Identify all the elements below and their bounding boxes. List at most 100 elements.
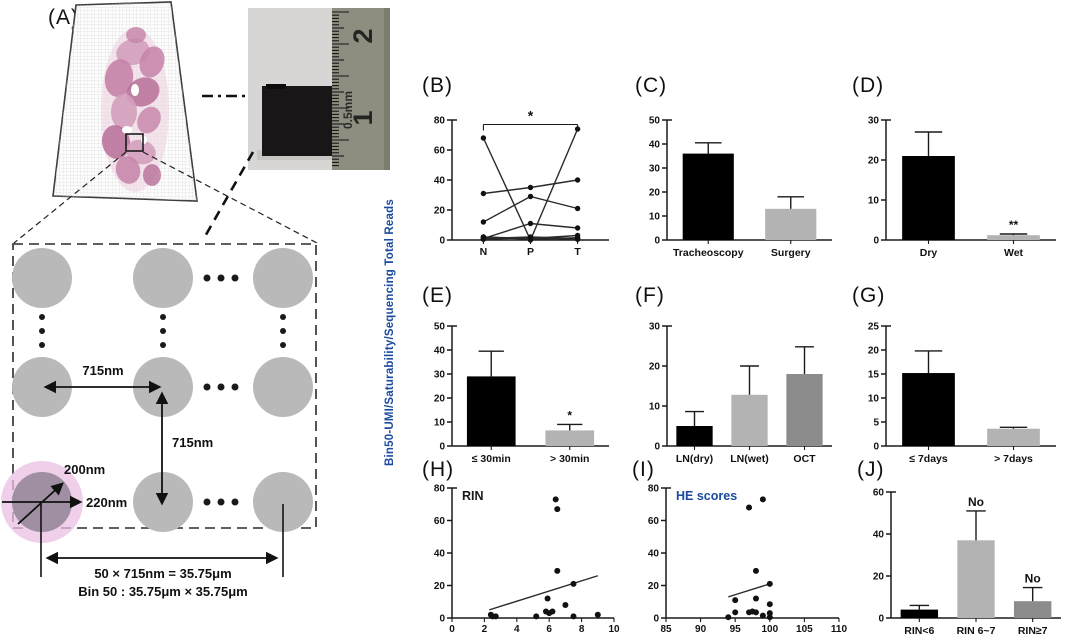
trend-line	[728, 583, 771, 598]
panel-e: (E) 0 10 20 30 40 50 ≤ 30min > 30min *	[420, 284, 625, 486]
chart-B: 0 20 40 60 80 N P T *	[434, 108, 609, 258]
svg-text:0: 0	[878, 614, 884, 625]
spot	[133, 357, 193, 417]
svg-text:T: T	[574, 246, 581, 258]
svg-text:40: 40	[434, 176, 446, 187]
data-point	[752, 567, 759, 574]
svg-text:60: 60	[434, 516, 446, 527]
svg-text:20: 20	[649, 362, 661, 373]
panel-h: (H) 0 20 40 60 80 0 2 4 6 8 10 RIN	[420, 458, 630, 639]
chart-E: 0 10 20 30 40 50 ≤ 30min > 30min *	[434, 322, 609, 465]
svg-text:105: 105	[796, 624, 813, 635]
data-point	[544, 595, 551, 602]
panel-d-label: (D)	[852, 74, 885, 97]
svg-text:6: 6	[546, 624, 552, 635]
chart-F: 0 10 20 30 LN(dry) LN(wet) OCT	[649, 322, 832, 465]
svg-text:8: 8	[579, 624, 585, 635]
bin-size-line2: Bin 50 : 35.75μm × 35.75μm	[78, 584, 247, 599]
data-point	[759, 612, 766, 619]
svg-text:N: N	[480, 246, 488, 258]
panel-h-label: (H)	[422, 458, 455, 481]
svg-text:10: 10	[608, 624, 620, 635]
panel-b-label: (B)	[422, 74, 453, 97]
plot-area: 0 10 20 30 40 50 Tracheoscopy Surgery	[649, 116, 832, 259]
pitch-v-label: 715nm	[172, 435, 213, 450]
svg-text:≤ 7days: ≤ 7days	[909, 453, 948, 465]
svg-text:RIN<6: RIN<6	[904, 625, 934, 637]
data-point	[746, 504, 753, 511]
data-point	[574, 225, 581, 231]
panel-g-label: (G)	[852, 284, 886, 307]
plot-area: 0 20 40 60 80 0 2 4 6 8 10 RIN	[434, 484, 620, 636]
bar-LN(dry)	[676, 426, 713, 446]
data-point	[766, 601, 773, 608]
svg-text:80: 80	[434, 116, 446, 127]
tissue-section	[101, 27, 169, 192]
panel-c-label: (C)	[635, 74, 668, 97]
pitch-h-label: 715nm	[82, 363, 123, 378]
svg-text:> 30min: > 30min	[550, 453, 589, 465]
svg-text:60: 60	[648, 516, 660, 527]
svg-text:90: 90	[695, 624, 707, 635]
chart-I: 0 20 40 60 80 85 90 95 100 105 110 HE scores	[648, 484, 848, 636]
plot-area: 0 20 40 60 80 N P T *	[434, 108, 609, 258]
panel-b: (B) 0 20 40 60 80 N P T *	[420, 74, 625, 276]
data-point	[594, 611, 601, 618]
data-point	[527, 220, 534, 227]
data-point	[766, 580, 773, 587]
data-point	[725, 614, 732, 621]
svg-text:30: 30	[649, 164, 661, 175]
chart-J: 0 20 40 60 RIN<6 RIN 6~7 RIN≥7 No No	[873, 488, 1061, 637]
ruler-scale-text: 0.5mm	[341, 91, 355, 129]
panel-d: (D) 0 10 20 30 Dry Wet **	[850, 74, 1072, 276]
bar-≤ 7days	[902, 373, 955, 446]
svg-text:40: 40	[873, 530, 885, 541]
svg-text:15: 15	[868, 370, 880, 381]
svg-text:10: 10	[434, 418, 446, 429]
svg-text:P: P	[527, 246, 534, 258]
bar-≤ 30min	[466, 376, 516, 446]
svg-text:0: 0	[439, 442, 445, 453]
svg-text:80: 80	[648, 484, 660, 495]
svg-text:2: 2	[482, 624, 488, 635]
center-distance-label: 220nm	[86, 495, 127, 510]
bar-Dry	[902, 156, 955, 240]
panel-a-diagram: 2 1 0.5mm	[1, 1, 390, 599]
svg-text:110: 110	[831, 624, 848, 635]
plot-area: 0 20 40 60 RIN<6 RIN 6~7 RIN≥7 No No	[873, 488, 1061, 637]
panel-c: (C) 0 10 20 30 40 50 Tracheoscopy Surgery	[633, 74, 848, 276]
svg-text:20: 20	[649, 188, 661, 199]
svg-text:10: 10	[649, 212, 661, 223]
data-point	[527, 184, 534, 191]
bar-OCT	[786, 374, 823, 446]
chip	[262, 86, 332, 156]
svg-text:50: 50	[434, 322, 446, 333]
bar-> 30min	[545, 430, 595, 446]
data-point	[549, 608, 556, 615]
chip-photo: 2 1 0.5mm	[248, 8, 390, 170]
svg-text:20: 20	[434, 581, 446, 592]
spot-array: 715nm 715nm 200nm 220nm	[1, 243, 317, 543]
svg-text:10: 10	[868, 196, 880, 207]
svg-text:*: *	[567, 408, 572, 422]
svg-text:20: 20	[648, 581, 660, 592]
data-point	[759, 496, 766, 503]
plot-area: 0 5 10 15 20 25 ≤ 7days > 7days	[868, 322, 1056, 465]
plot-area: 0 10 20 30 40 50 ≤ 30min > 30min *	[434, 322, 609, 465]
spot	[12, 248, 72, 308]
svg-text:10: 10	[649, 402, 661, 413]
data-point	[752, 595, 759, 602]
svg-text:30: 30	[434, 370, 446, 381]
ruler-number-1: 1	[348, 110, 378, 125]
data-point	[732, 597, 739, 604]
svg-text:40: 40	[434, 549, 446, 560]
bar-RIN 6~7	[957, 540, 995, 618]
spot	[253, 472, 313, 532]
zoom-region-box	[125, 133, 144, 152]
bar-Surgery	[765, 208, 817, 240]
chart-inner-label: HE scores	[676, 489, 737, 503]
chart-H: 0 20 40 60 80 0 2 4 6 8 10 RIN	[434, 484, 620, 636]
svg-text:10: 10	[868, 394, 880, 405]
svg-text:95: 95	[730, 624, 742, 635]
data-point	[527, 193, 534, 200]
